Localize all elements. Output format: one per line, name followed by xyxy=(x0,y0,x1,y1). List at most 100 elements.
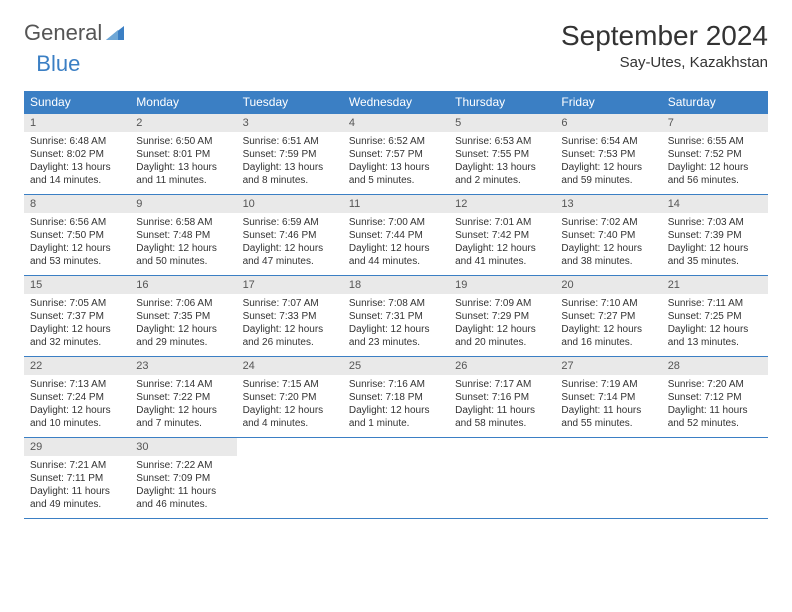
day-cell: 27Sunrise: 7:19 AMSunset: 7:14 PMDayligh… xyxy=(555,357,661,437)
week-row: 22Sunrise: 7:13 AMSunset: 7:24 PMDayligh… xyxy=(24,356,768,437)
sunset: Sunset: 7:40 PM xyxy=(561,229,655,242)
daylight-line2: and 4 minutes. xyxy=(243,417,337,430)
sunset: Sunset: 7:39 PM xyxy=(668,229,762,242)
day-body: Sunrise: 7:07 AMSunset: 7:33 PMDaylight:… xyxy=(237,294,343,355)
dow-sun: Sunday xyxy=(24,91,130,113)
day-body: Sunrise: 7:05 AMSunset: 7:37 PMDaylight:… xyxy=(24,294,130,355)
day-body: Sunrise: 7:14 AMSunset: 7:22 PMDaylight:… xyxy=(130,375,236,436)
sunset: Sunset: 7:11 PM xyxy=(30,472,124,485)
location: Say-Utes, Kazakhstan xyxy=(561,54,768,71)
day-cell xyxy=(237,438,343,518)
day-number: 13 xyxy=(555,195,661,213)
sunrise: Sunrise: 7:00 AM xyxy=(349,216,443,229)
sunrise: Sunrise: 6:53 AM xyxy=(455,135,549,148)
daylight-line1: Daylight: 12 hours xyxy=(668,323,762,336)
daylight-line1: Daylight: 12 hours xyxy=(455,323,549,336)
daylight-line2: and 13 minutes. xyxy=(668,336,762,349)
daylight-line2: and 58 minutes. xyxy=(455,417,549,430)
day-number: 12 xyxy=(449,195,555,213)
sunset: Sunset: 7:35 PM xyxy=(136,310,230,323)
sunrise: Sunrise: 7:19 AM xyxy=(561,378,655,391)
day-body: Sunrise: 7:01 AMSunset: 7:42 PMDaylight:… xyxy=(449,213,555,274)
sunset: Sunset: 8:01 PM xyxy=(136,148,230,161)
dow-mon: Monday xyxy=(130,91,236,113)
day-number: 14 xyxy=(662,195,768,213)
daylight-line1: Daylight: 12 hours xyxy=(243,323,337,336)
sunset: Sunset: 7:24 PM xyxy=(30,391,124,404)
day-body: Sunrise: 7:22 AMSunset: 7:09 PMDaylight:… xyxy=(130,456,236,517)
daylight-line1: Daylight: 12 hours xyxy=(136,404,230,417)
day-cell: 17Sunrise: 7:07 AMSunset: 7:33 PMDayligh… xyxy=(237,276,343,356)
day-body: Sunrise: 6:52 AMSunset: 7:57 PMDaylight:… xyxy=(343,132,449,193)
daylight-line1: Daylight: 12 hours xyxy=(349,242,443,255)
day-number: 2 xyxy=(130,114,236,132)
daylight-line2: and 44 minutes. xyxy=(349,255,443,268)
daylight-line2: and 26 minutes. xyxy=(243,336,337,349)
sunrise: Sunrise: 7:20 AM xyxy=(668,378,762,391)
sunset: Sunset: 7:57 PM xyxy=(349,148,443,161)
day-number: 6 xyxy=(555,114,661,132)
daylight-line2: and 20 minutes. xyxy=(455,336,549,349)
daylight-line2: and 1 minute. xyxy=(349,417,443,430)
day-body: Sunrise: 6:55 AMSunset: 7:52 PMDaylight:… xyxy=(662,132,768,193)
sunset: Sunset: 7:29 PM xyxy=(455,310,549,323)
day-number: 3 xyxy=(237,114,343,132)
sunrise: Sunrise: 7:09 AM xyxy=(455,297,549,310)
sunset: Sunset: 7:55 PM xyxy=(455,148,549,161)
day-number: 20 xyxy=(555,276,661,294)
day-cell: 1Sunrise: 6:48 AMSunset: 8:02 PMDaylight… xyxy=(24,114,130,194)
sunset: Sunset: 7:18 PM xyxy=(349,391,443,404)
day-cell: 30Sunrise: 7:22 AMSunset: 7:09 PMDayligh… xyxy=(130,438,236,518)
day-cell xyxy=(449,438,555,518)
day-number: 5 xyxy=(449,114,555,132)
sunset: Sunset: 7:37 PM xyxy=(30,310,124,323)
daylight-line2: and 35 minutes. xyxy=(668,255,762,268)
day-body: Sunrise: 7:19 AMSunset: 7:14 PMDaylight:… xyxy=(555,375,661,436)
title-block: September 2024 Say-Utes, Kazakhstan xyxy=(561,20,768,71)
day-cell: 6Sunrise: 6:54 AMSunset: 7:53 PMDaylight… xyxy=(555,114,661,194)
sunset: Sunset: 7:09 PM xyxy=(136,472,230,485)
day-cell: 4Sunrise: 6:52 AMSunset: 7:57 PMDaylight… xyxy=(343,114,449,194)
day-body: Sunrise: 6:51 AMSunset: 7:59 PMDaylight:… xyxy=(237,132,343,193)
month-title: September 2024 xyxy=(561,20,768,52)
sunrise: Sunrise: 7:05 AM xyxy=(30,297,124,310)
daylight-line2: and 16 minutes. xyxy=(561,336,655,349)
sunrise: Sunrise: 7:01 AM xyxy=(455,216,549,229)
day-number: 28 xyxy=(662,357,768,375)
day-cell: 23Sunrise: 7:14 AMSunset: 7:22 PMDayligh… xyxy=(130,357,236,437)
sunset: Sunset: 7:27 PM xyxy=(561,310,655,323)
day-cell: 12Sunrise: 7:01 AMSunset: 7:42 PMDayligh… xyxy=(449,195,555,275)
day-body: Sunrise: 6:59 AMSunset: 7:46 PMDaylight:… xyxy=(237,213,343,274)
sunrise: Sunrise: 6:50 AM xyxy=(136,135,230,148)
day-cell: 25Sunrise: 7:16 AMSunset: 7:18 PMDayligh… xyxy=(343,357,449,437)
sunset: Sunset: 7:59 PM xyxy=(243,148,337,161)
sunset: Sunset: 7:25 PM xyxy=(668,310,762,323)
sunrise: Sunrise: 6:58 AM xyxy=(136,216,230,229)
sunrise: Sunrise: 7:06 AM xyxy=(136,297,230,310)
day-cell: 29Sunrise: 7:21 AMSunset: 7:11 PMDayligh… xyxy=(24,438,130,518)
day-body: Sunrise: 6:53 AMSunset: 7:55 PMDaylight:… xyxy=(449,132,555,193)
day-number: 7 xyxy=(662,114,768,132)
daylight-line1: Daylight: 11 hours xyxy=(668,404,762,417)
day-number: 21 xyxy=(662,276,768,294)
daylight-line1: Daylight: 13 hours xyxy=(349,161,443,174)
day-body: Sunrise: 7:11 AMSunset: 7:25 PMDaylight:… xyxy=(662,294,768,355)
day-body: Sunrise: 7:00 AMSunset: 7:44 PMDaylight:… xyxy=(343,213,449,274)
daylight-line2: and 7 minutes. xyxy=(136,417,230,430)
page: General September 2024 Say-Utes, Kazakhs… xyxy=(0,0,792,539)
day-number: 10 xyxy=(237,195,343,213)
daylight-line2: and 29 minutes. xyxy=(136,336,230,349)
day-cell: 3Sunrise: 6:51 AMSunset: 7:59 PMDaylight… xyxy=(237,114,343,194)
sunrise: Sunrise: 7:14 AM xyxy=(136,378,230,391)
daylight-line2: and 59 minutes. xyxy=(561,174,655,187)
daylight-line2: and 53 minutes. xyxy=(30,255,124,268)
daylight-line2: and 41 minutes. xyxy=(455,255,549,268)
day-body: Sunrise: 7:17 AMSunset: 7:16 PMDaylight:… xyxy=(449,375,555,436)
day-number: 4 xyxy=(343,114,449,132)
day-body: Sunrise: 7:09 AMSunset: 7:29 PMDaylight:… xyxy=(449,294,555,355)
sunset: Sunset: 7:50 PM xyxy=(30,229,124,242)
day-cell: 15Sunrise: 7:05 AMSunset: 7:37 PMDayligh… xyxy=(24,276,130,356)
day-cell xyxy=(555,438,661,518)
day-body: Sunrise: 6:48 AMSunset: 8:02 PMDaylight:… xyxy=(24,132,130,193)
daylight-line2: and 50 minutes. xyxy=(136,255,230,268)
